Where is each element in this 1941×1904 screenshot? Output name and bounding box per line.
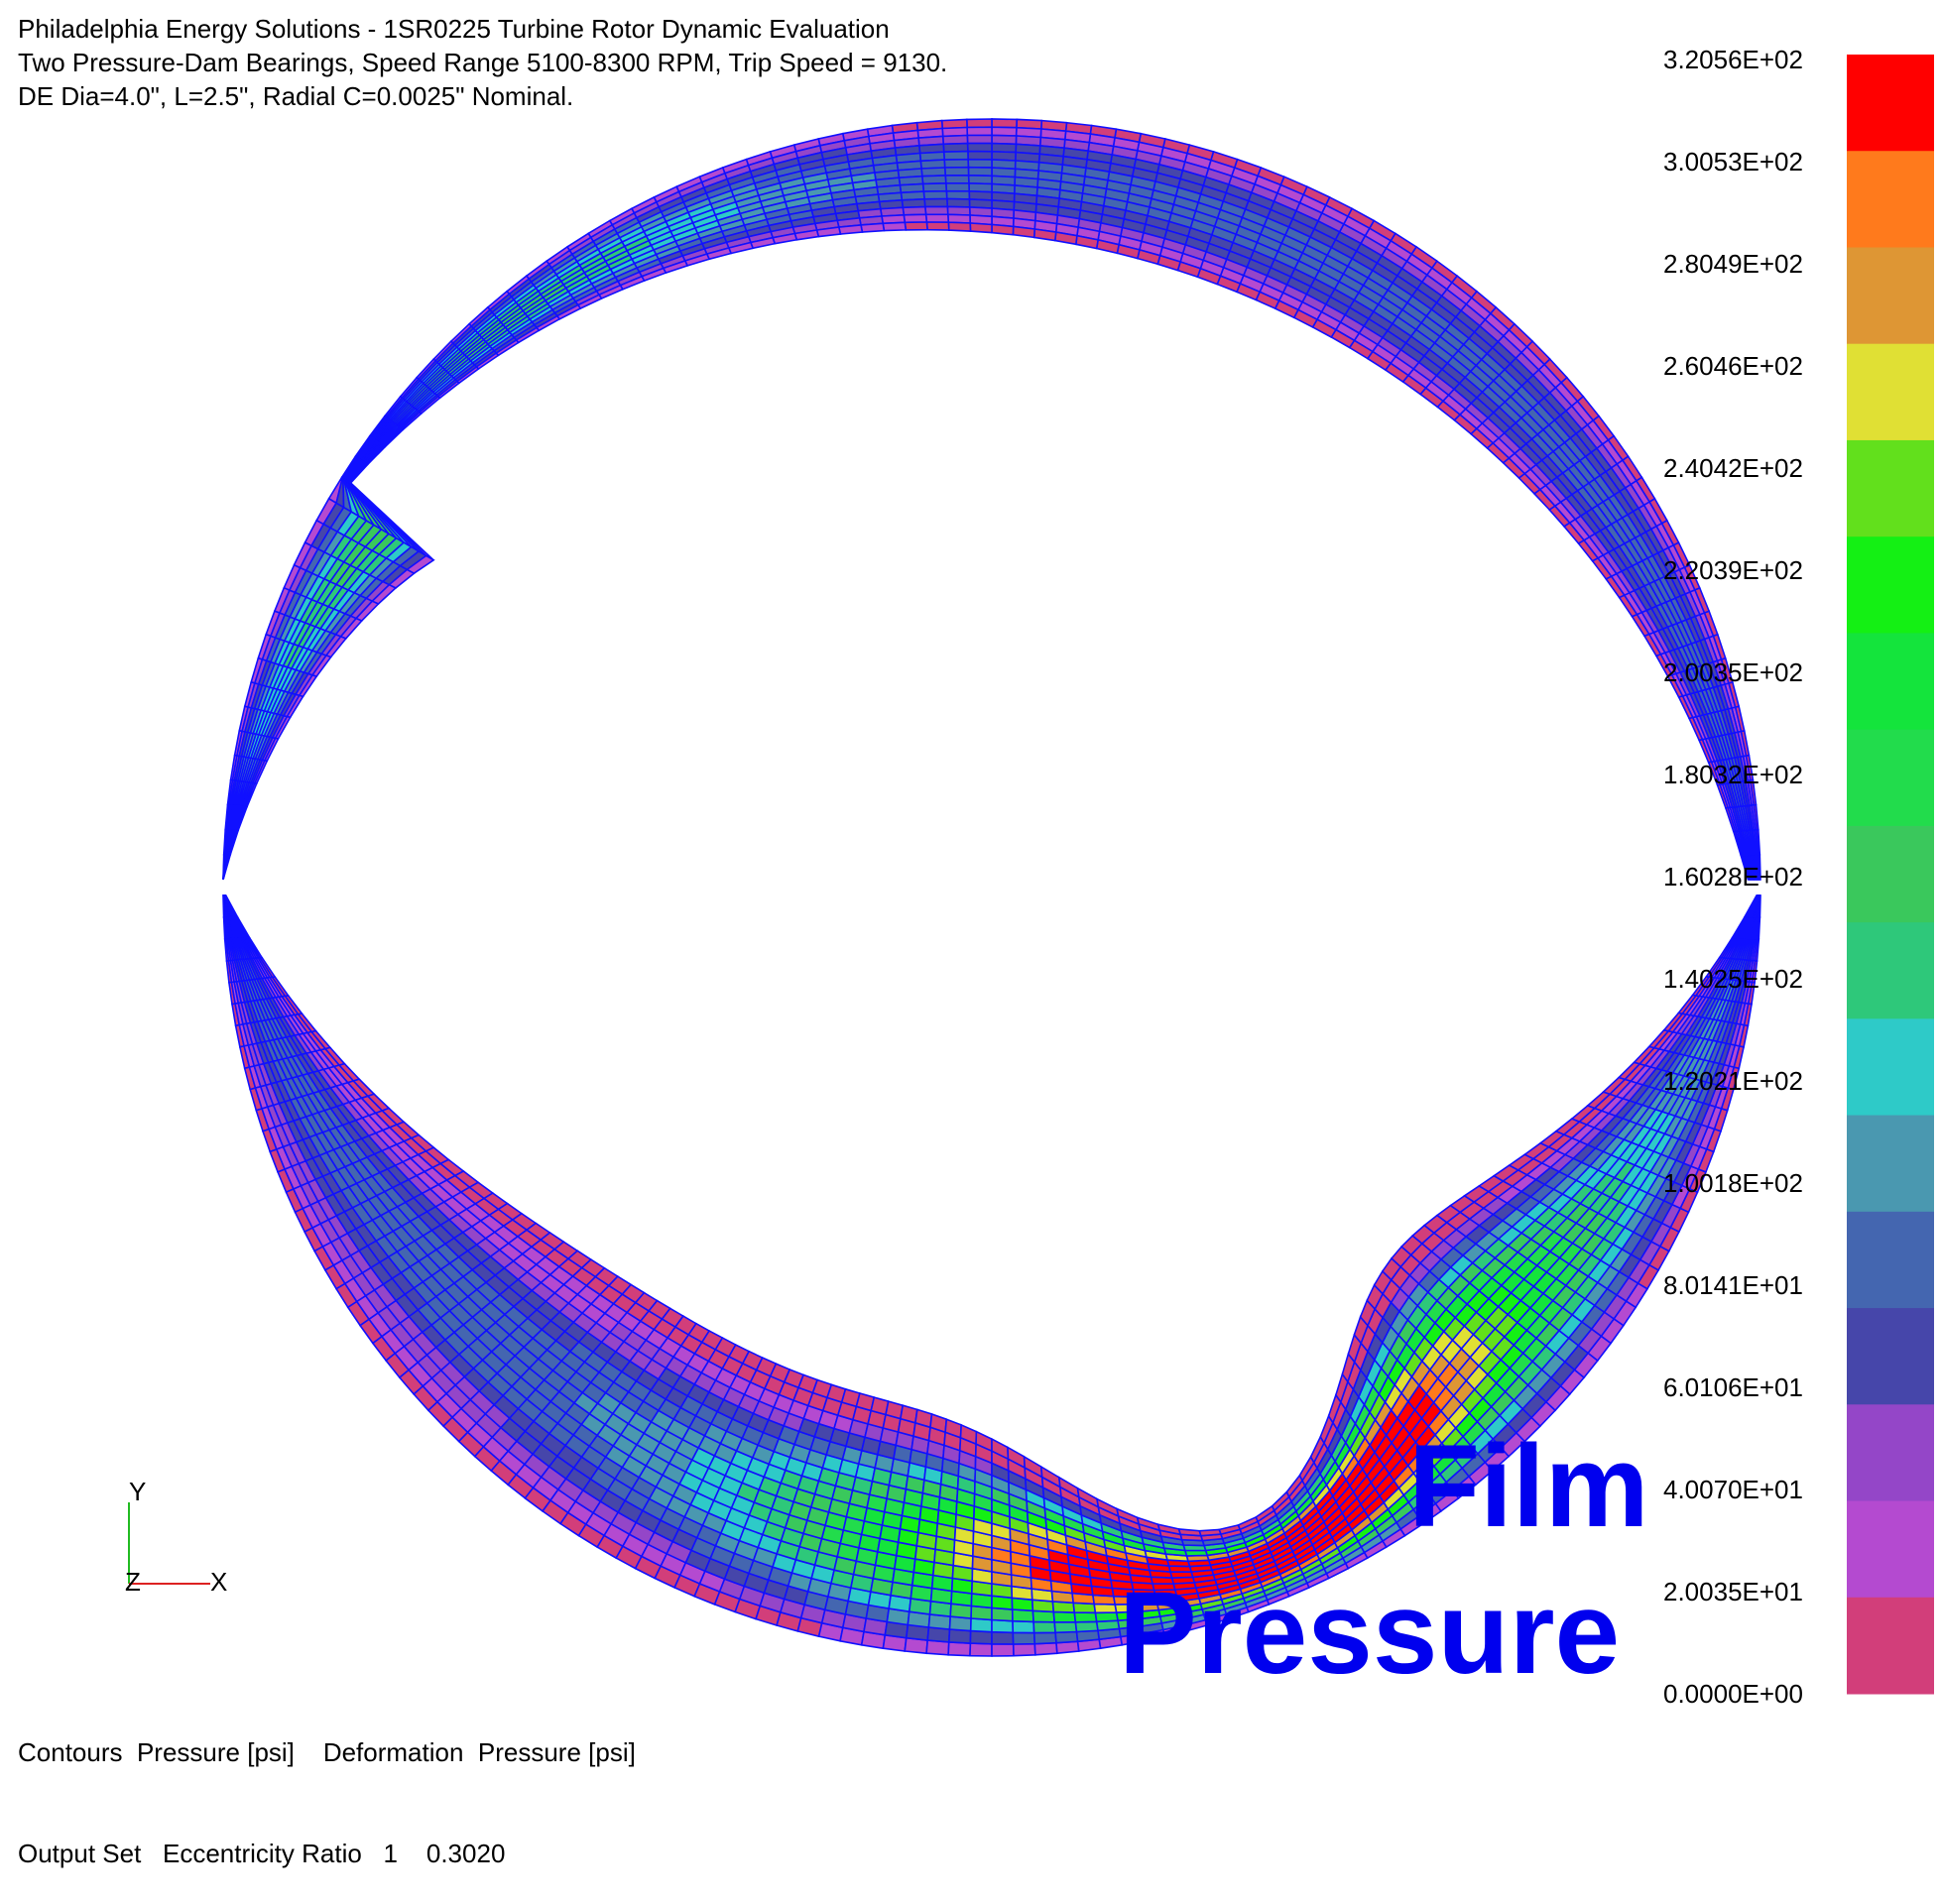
legend-swatch (1847, 1404, 1934, 1502)
legend-swatch (1847, 343, 1934, 441)
pressure-label: Pressure (1119, 1568, 1621, 1699)
legend-tick-label: 1.2021E+02 (1663, 1066, 1803, 1096)
legend-swatch (1847, 825, 1934, 923)
header-line-2: Two Pressure-Dam Bearings, Speed Range 5… (18, 48, 948, 77)
legend-swatch (1847, 1597, 1934, 1695)
footer-line-2: Output Set Eccentricity Ratio 1 0.3020 (18, 1837, 636, 1870)
deformation-value: Pressure [psi] (477, 1737, 636, 1767)
legend-tick-label: 3.2056E+02 (1663, 45, 1803, 74)
contours-label: Contours (18, 1737, 123, 1767)
upper-bearing-pad (222, 118, 1761, 881)
legend-tick-label: 2.6046E+02 (1663, 351, 1803, 381)
deformation-label: Deformation (322, 1737, 464, 1767)
color-legend: 3.2056E+02 3.0053E+02 2.8049E+02 2.6046E+02… (1663, 45, 1934, 1709)
legend-swatch (1847, 1500, 1934, 1599)
film-label: Film (1408, 1421, 1649, 1552)
legend-tick-label: 8.0141E+01 (1663, 1270, 1803, 1300)
contours-value: Pressure [psi] (136, 1737, 295, 1767)
legend-tick-label: 2.0035E+01 (1663, 1577, 1803, 1606)
legend-swatch (1847, 1211, 1934, 1309)
legend-swatch (1847, 536, 1934, 634)
legend-tick-label: 1.6028E+02 (1663, 862, 1803, 892)
header-line-3: DE Dia=4.0", L=2.5", Radial C=0.0025" No… (18, 81, 574, 111)
legend-tick-label: 6.0106E+01 (1663, 1372, 1803, 1402)
header-line-1: Philadelphia Energy Solutions - 1SR0225 … (18, 14, 890, 44)
legend-tick-label: 2.2039E+02 (1663, 555, 1803, 585)
legend-swatch (1847, 247, 1934, 345)
output-set-number: 1 (383, 1839, 398, 1868)
output-set-name: Eccentricity Ratio (162, 1839, 362, 1868)
legend-swatch (1847, 55, 1934, 152)
legend-tick-label: 2.0035E+02 (1663, 657, 1803, 687)
legend-tick-label: 2.4042E+02 (1663, 453, 1803, 483)
legend-swatch (1847, 633, 1934, 731)
legend-tick-label: 2.8049E+02 (1663, 249, 1803, 279)
legend-swatch (1847, 1308, 1934, 1405)
legend-tick-label: 1.8032E+02 (1663, 760, 1803, 789)
legend-tick-label: 1.4025E+02 (1663, 964, 1803, 994)
legend-tick-label: 3.0053E+02 (1663, 147, 1803, 177)
legend-swatch (1847, 922, 1934, 1019)
legend-swatch (1847, 729, 1934, 827)
output-set-value: 0.3020 (425, 1839, 506, 1868)
contour-plot: Y Z X (125, 118, 1761, 1657)
legend-swatch (1847, 1115, 1934, 1213)
legend-tick-label: 4.0070E+01 (1663, 1475, 1803, 1504)
legend-swatch (1847, 151, 1934, 248)
plot-footer: Contours Pressure [psi] Deformation Pres… (18, 1668, 636, 1904)
legend-swatch (1847, 439, 1934, 537)
legend-tick-label: 0.0000E+00 (1663, 1679, 1803, 1709)
plot-header: Philadelphia Energy Solutions - 1SR0225 … (18, 12, 947, 113)
legend-swatch (1847, 1018, 1934, 1117)
output-set-label: Output Set (18, 1839, 142, 1868)
legend-tick-label: 1.0018E+02 (1663, 1168, 1803, 1198)
footer-line-1: Contours Pressure [psi] Deformation Pres… (18, 1735, 636, 1769)
